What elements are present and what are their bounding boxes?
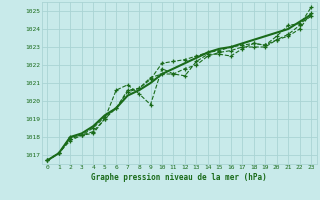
X-axis label: Graphe pression niveau de la mer (hPa): Graphe pression niveau de la mer (hPa): [91, 173, 267, 182]
